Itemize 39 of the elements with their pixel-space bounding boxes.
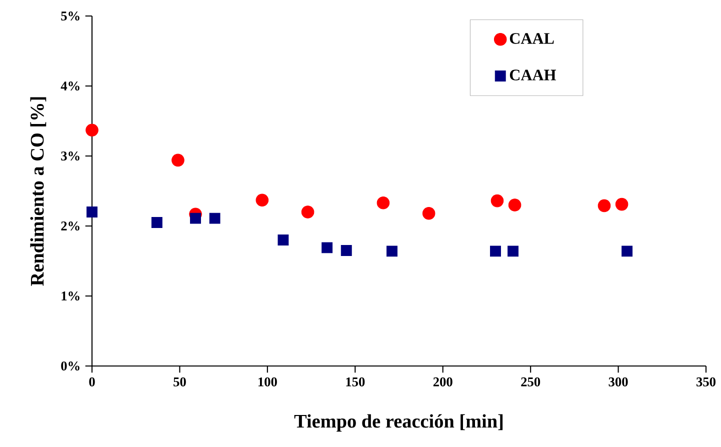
x-tick-label: 250 xyxy=(521,377,540,386)
x-tick-label: 50 xyxy=(174,377,186,386)
y-tick-label: 4% xyxy=(60,81,80,91)
y-tick-label: 3% xyxy=(61,151,80,161)
point xyxy=(340,245,352,256)
x-axis-title: Tiempo de reacción [min] xyxy=(294,414,503,432)
x-tick-label: 200 xyxy=(433,377,452,386)
point xyxy=(278,234,289,246)
point xyxy=(301,206,314,218)
legend-label: CAAH xyxy=(510,70,556,80)
point xyxy=(86,124,98,137)
y-tick-label: 5% xyxy=(61,11,80,21)
y-axis-title: Rendimiento a CO [%] xyxy=(30,97,46,286)
point xyxy=(615,198,628,211)
y-tick-label: 1% xyxy=(62,291,80,301)
point xyxy=(490,246,501,257)
x-tick-label: 300 xyxy=(608,377,628,386)
point xyxy=(151,217,162,228)
legend-label: CAAL xyxy=(510,33,554,44)
point xyxy=(508,198,522,212)
y-tick-label: 0% xyxy=(61,361,80,371)
point xyxy=(622,246,633,257)
point xyxy=(386,246,398,257)
point xyxy=(209,212,220,224)
point xyxy=(256,194,269,206)
point xyxy=(172,154,184,167)
point xyxy=(508,246,518,257)
point xyxy=(86,206,98,218)
point xyxy=(490,194,504,208)
point xyxy=(376,196,390,210)
y-tick-label: 2% xyxy=(61,221,80,231)
x-tick-label: 0 xyxy=(89,377,95,386)
x-tick-label: 100 xyxy=(258,377,277,386)
point xyxy=(598,199,611,212)
point xyxy=(422,207,436,220)
x-tick-label: 350 xyxy=(696,377,716,386)
point xyxy=(322,242,333,254)
point xyxy=(190,212,201,224)
x-tick-label: 150 xyxy=(346,377,365,386)
